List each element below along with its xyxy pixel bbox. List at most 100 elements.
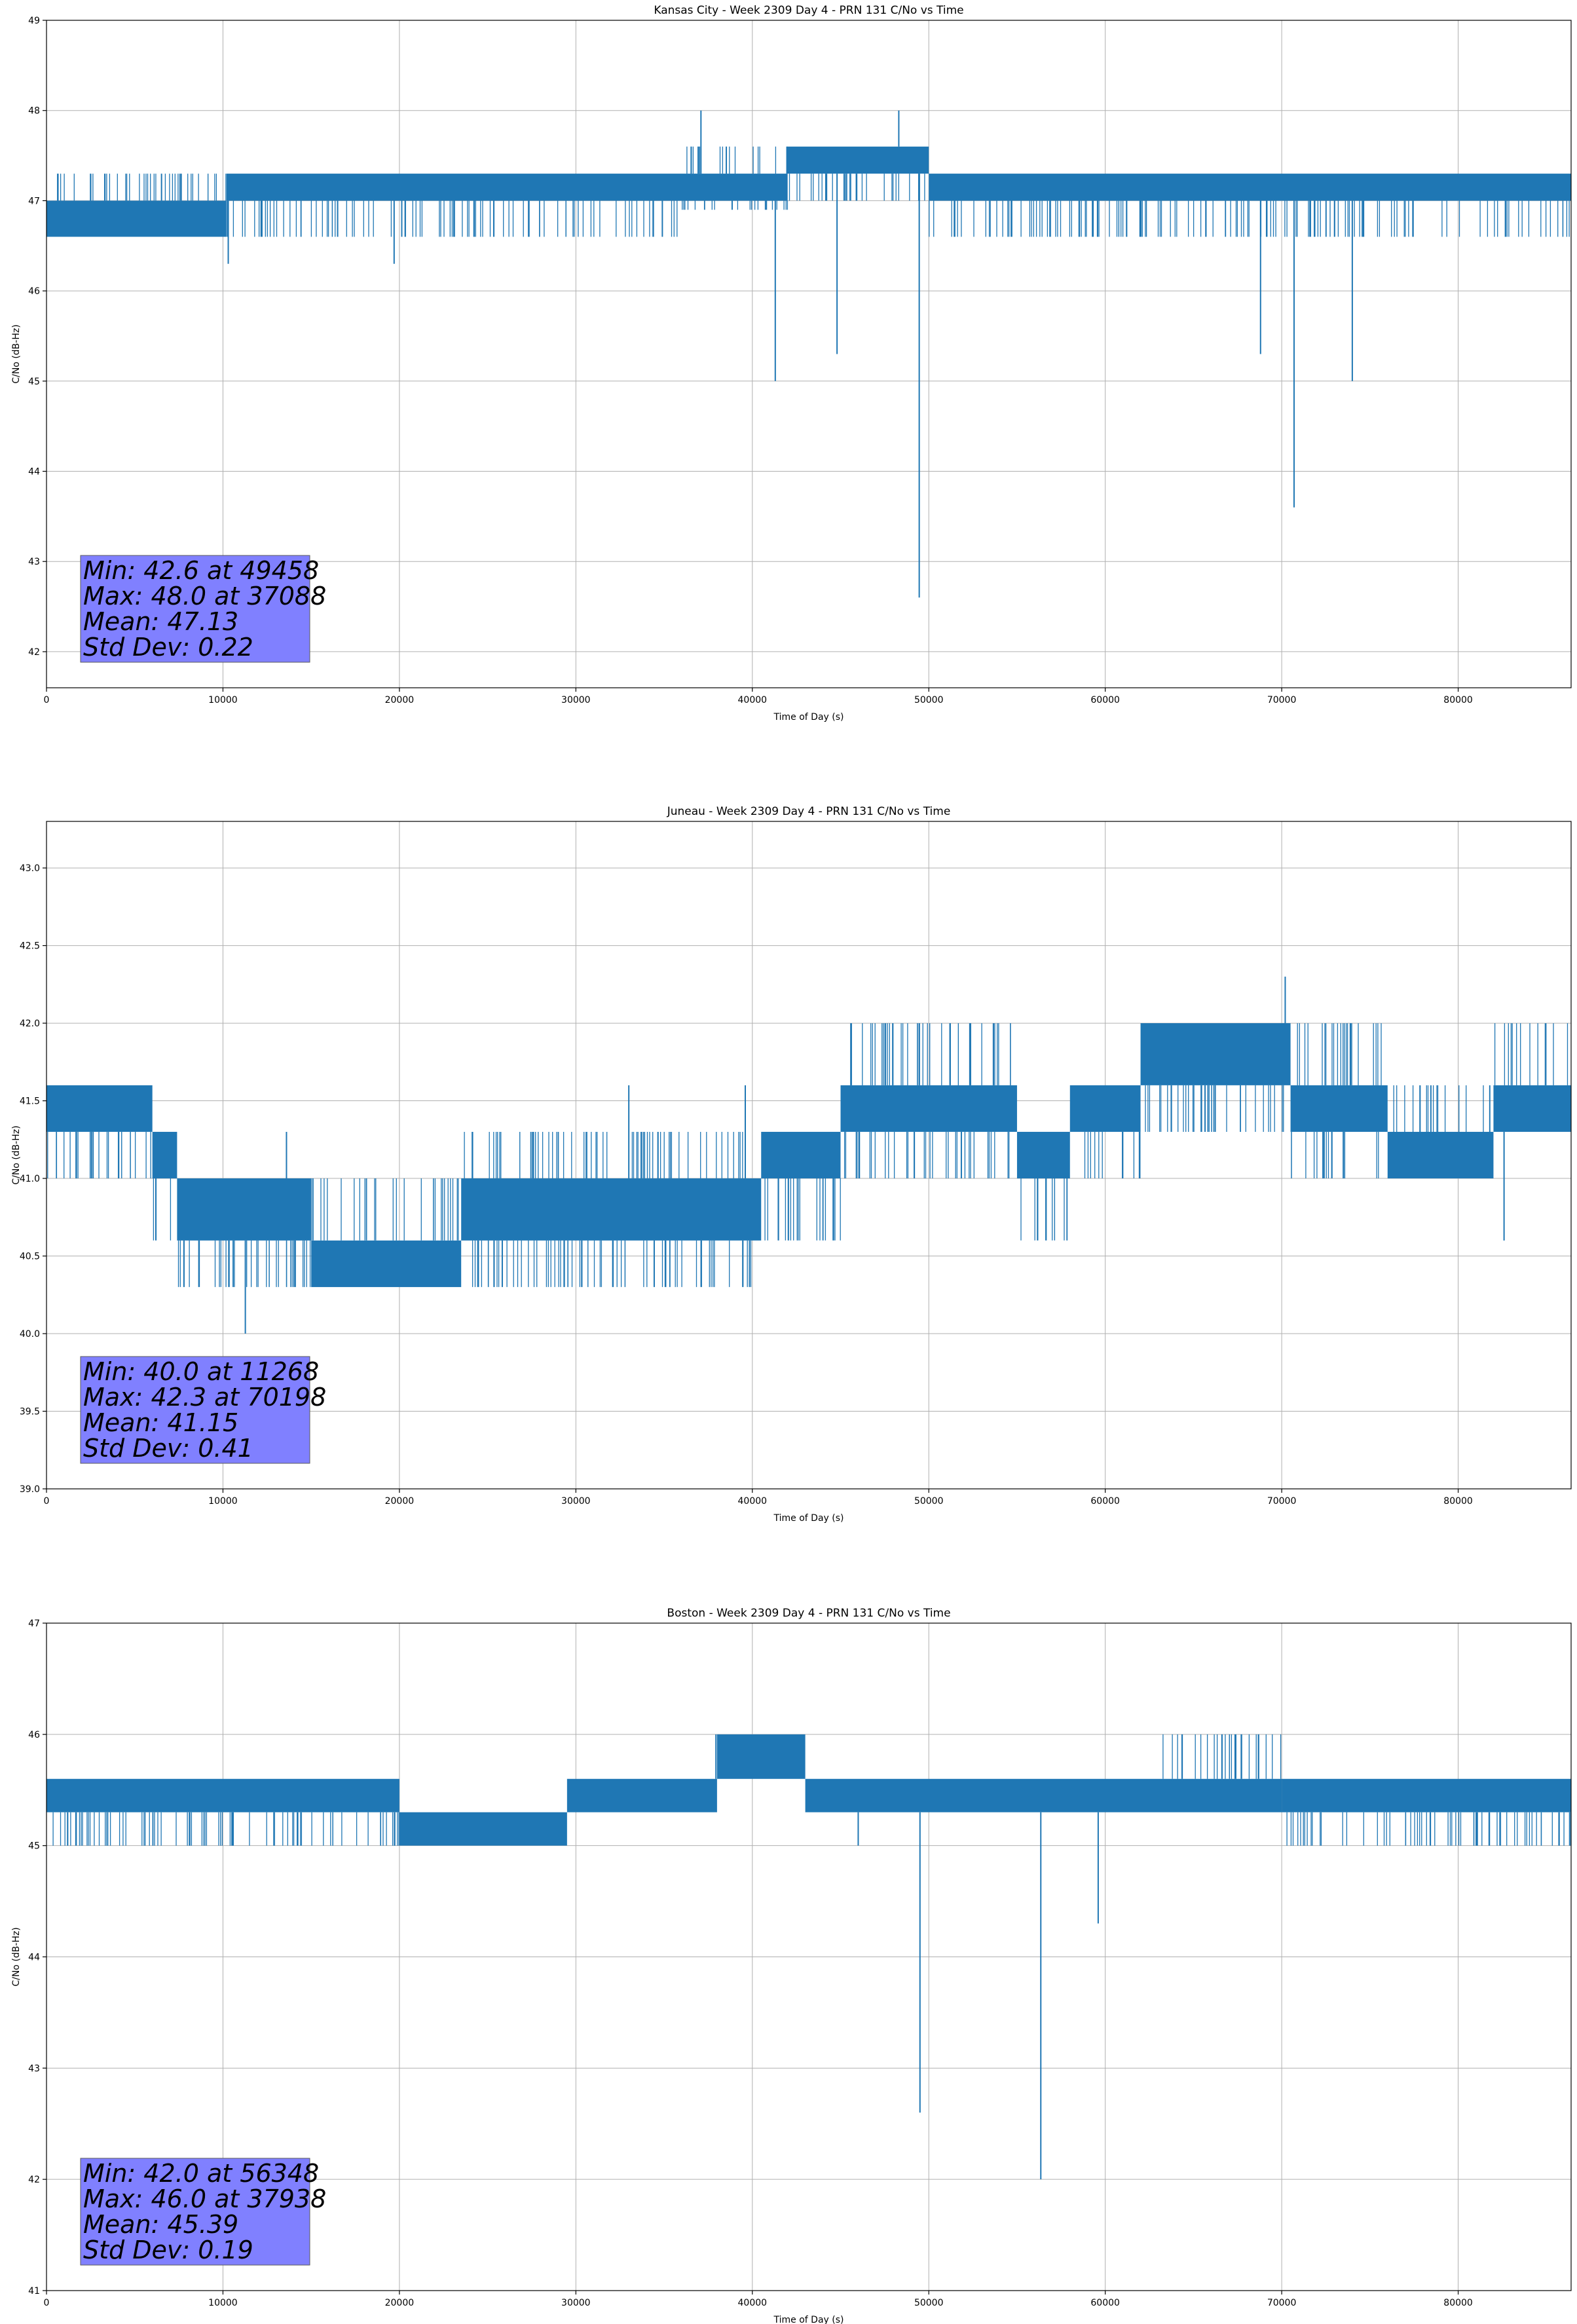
series-noise (764, 1178, 841, 1241)
series-band (46, 1778, 399, 1812)
stats-max: Max: 48.0 at 37088 (83, 582, 326, 610)
series-noise (1393, 1085, 1491, 1132)
y-axis-label: C/No (dB-Hz) (11, 1927, 22, 1986)
series-band (1140, 1023, 1291, 1085)
series-noise (153, 1178, 172, 1241)
x-tick-label: 10000 (208, 695, 238, 705)
y-tick-label: 47 (28, 196, 40, 206)
chart-title: Boston - Week 2309 Day 4 - PRN 131 C/No … (667, 1607, 950, 1620)
x-tick-label: 0 (44, 2298, 50, 2308)
series-band (1290, 1085, 1388, 1132)
y-tick-label: 47 (28, 1619, 40, 1629)
x-tick-label: 30000 (561, 1496, 591, 1507)
stats-box-background (80, 1356, 310, 1464)
x-tick-label: 60000 (1090, 1496, 1120, 1507)
series-noise (57, 174, 227, 201)
stats-box: Min: 42.0 at 56348 Max: 46.0 at 37938 Me… (80, 2158, 326, 2266)
y-tick-label: 45 (28, 377, 40, 387)
x-tick-label: 50000 (914, 1496, 944, 1507)
x-axis-label: Time of Day (s) (773, 712, 844, 722)
stats-box: Min: 40.0 at 11268 Max: 42.3 at 70198 Me… (80, 1356, 326, 1464)
x-tick-label: 20000 (385, 695, 415, 705)
x-tick-label: 0 (44, 695, 50, 705)
y-tick-label: 41 (28, 2286, 40, 2296)
ticks: 0 10000 20000 30000 40000 50000 60000 70000 8000… (28, 1619, 1473, 2308)
series-band (805, 1778, 1159, 1812)
series-noise (788, 174, 925, 201)
stats-box-background (80, 2158, 310, 2266)
series-band (177, 1178, 312, 1241)
series-band (787, 146, 929, 174)
stats-std-dev: Std Dev: 0.22 (83, 633, 253, 662)
subplot-juneau: Juneau - Week 2309 Day 4 - PRN 131 C/No … (11, 805, 1572, 1524)
series-band (152, 1131, 177, 1179)
series-noise (1145, 1085, 1284, 1132)
y-tick-label: 42.0 (20, 1019, 40, 1029)
y-tick-label: 39.0 (20, 1484, 40, 1495)
stats-box: Min: 42.6 at 49458 Max: 48.0 at 37088 Me… (80, 555, 326, 663)
stats-min: Min: 40.0 at 11268 (83, 1357, 319, 1386)
y-tick-label: 42 (28, 2175, 40, 2185)
x-tick-label: 10000 (208, 2298, 238, 2308)
y-tick-label: 40.0 (20, 1329, 40, 1340)
y-tick-label: 39.5 (20, 1407, 40, 1417)
y-tick-label: 49 (28, 16, 40, 26)
x-tick-label: 30000 (561, 695, 591, 705)
stats-min: Min: 42.0 at 56348 (83, 2159, 319, 2188)
x-tick-label: 10000 (208, 1496, 238, 1507)
series-band (311, 1240, 462, 1287)
stats-max: Max: 42.3 at 70198 (83, 1383, 326, 1412)
stats-std-dev: Std Dev: 0.41 (83, 1434, 253, 1463)
series-noise (682, 146, 788, 210)
series-band (1069, 1085, 1141, 1132)
y-tick-label: 45 (28, 1841, 40, 1852)
series-band (840, 1085, 1017, 1132)
x-tick-label: 50000 (914, 695, 944, 705)
x-tick-label: 40000 (738, 2298, 768, 2308)
plot-frame (46, 20, 1572, 688)
x-tick-label: 80000 (1443, 695, 1473, 705)
y-axis-label: C/No (dB-Hz) (11, 324, 22, 383)
series-band (566, 1778, 717, 1812)
series-noise (1291, 1023, 1382, 1178)
y-tick-label: 44 (28, 1953, 40, 1963)
series-band (929, 174, 1571, 201)
x-tick-label: 40000 (738, 1496, 768, 1507)
series-noise (1162, 1734, 1282, 1779)
subplot-kansas-city: Kansas City - Week 2309 Day 4 - PRN 131 … (11, 4, 1572, 722)
series-noise (1286, 1812, 1571, 1846)
series-noise (52, 1812, 399, 1846)
series-band (682, 174, 788, 201)
series-band (1016, 1131, 1070, 1179)
series-cno (46, 976, 1571, 1334)
x-tick-label: 80000 (1443, 1496, 1473, 1507)
x-tick-label: 70000 (1267, 695, 1297, 705)
x-tick-label: 60000 (1090, 695, 1120, 705)
y-tick-label: 46 (28, 1730, 40, 1740)
series-band (716, 1734, 806, 1779)
plot-frame (46, 1622, 1572, 2291)
series-band (226, 174, 682, 201)
chart-title: Kansas City - Week 2309 Day 4 - PRN 131 … (654, 4, 963, 17)
stats-max: Max: 46.0 at 37938 (83, 2184, 326, 2213)
series-noise (844, 1023, 1011, 1178)
stats-mean: Mean: 47.13 (83, 607, 238, 636)
x-tick-label: 40000 (738, 695, 768, 705)
stats-std-dev: Std Dev: 0.19 (83, 2236, 253, 2264)
series-noise (929, 200, 1570, 237)
subplot-boston: Boston - Week 2309 Day 4 - PRN 131 C/No … (11, 1607, 1572, 2324)
series-band (46, 200, 227, 237)
x-tick-label: 70000 (1267, 2298, 1297, 2308)
y-tick-label: 43.0 (20, 863, 40, 874)
y-tick-label: 41.5 (20, 1096, 40, 1107)
series-cno (46, 1734, 1571, 2180)
y-tick-label: 40.5 (20, 1252, 40, 1262)
series-band (399, 1812, 567, 1846)
y-tick-label: 42.5 (20, 941, 40, 952)
series-band (1493, 1085, 1571, 1132)
series-noise (1084, 1132, 1141, 1178)
y-tick-label: 48 (28, 106, 40, 117)
x-tick-label: 20000 (385, 1496, 415, 1507)
series-noise (311, 1178, 459, 1241)
